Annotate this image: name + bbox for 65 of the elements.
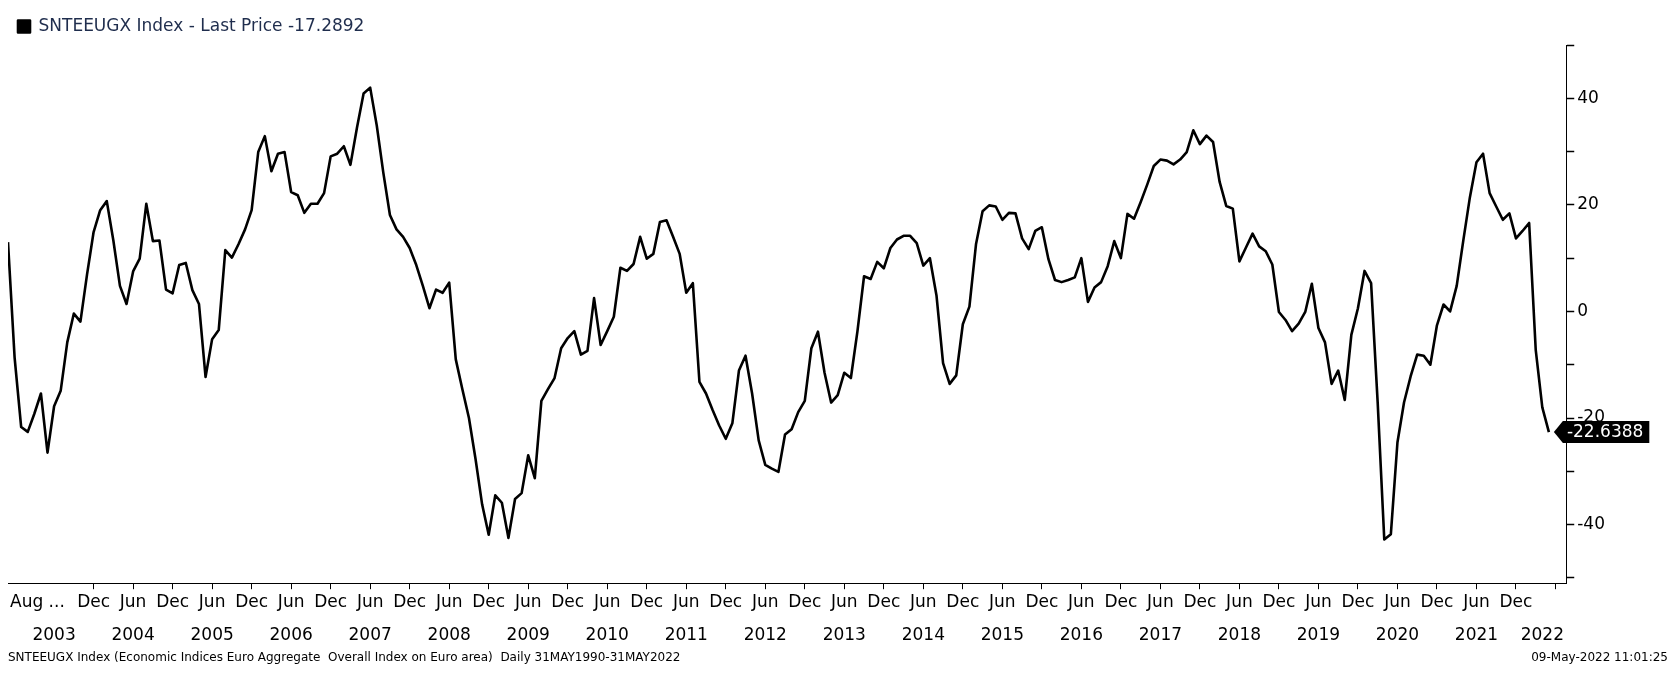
x2-tick-label: 2020 [1375, 624, 1420, 645]
text: SNTEEUGX Index (Economic Indices Euro Aggregate Overall Index on Euro area) Daily 31MAY1990-31MAY2022 [8, 650, 681, 664]
x-tick-label: Dec [156, 590, 190, 611]
x-tick-label: Dec [77, 590, 111, 611]
y-tick-label: 0 [1577, 299, 1589, 320]
x-tick-label: Jun [1462, 590, 1490, 611]
x-tick-label: Dec [1025, 590, 1059, 611]
x-tick-label: Dec [867, 590, 901, 611]
x2-tick-label: 2021 [1454, 624, 1499, 645]
x-tick-label: Dec [1262, 590, 1296, 611]
y-tick-label: -40 [1577, 513, 1606, 534]
x-tick-label: Jun [909, 590, 937, 611]
text: 09-May-2022 11:01:25 [1531, 650, 1668, 664]
x-tick-label: Jun [276, 590, 305, 611]
x2-tick-label: 2007 [348, 624, 392, 645]
x-tick-label: Jun [671, 590, 700, 611]
x2-tick-label: 2015 [980, 624, 1024, 645]
x-tick-label: Jun [830, 590, 858, 611]
x-tick-label: Dec [630, 590, 664, 611]
x-tick-label: Dec [1341, 590, 1375, 611]
x-tick-label: Jun [1146, 590, 1174, 611]
x-tick-label: Dec [235, 590, 269, 611]
x2-tick-label: 2006 [269, 624, 313, 645]
y-tick-label: 40 [1577, 86, 1599, 107]
x2-tick-label: 2010 [585, 624, 629, 645]
x-tick-label: Dec [472, 590, 506, 611]
x2-tick-label: 2005 [190, 624, 234, 645]
x-tick-label: Dec [1420, 590, 1454, 611]
x-tick-label: Jun [1304, 590, 1332, 611]
x-tick-label: Jun [355, 590, 384, 611]
x2-tick-label: 2012 [743, 624, 787, 645]
x-tick-label: Jun [592, 590, 621, 611]
x2-tick-label: 2017 [1138, 624, 1183, 645]
x-tick-label: Dec [709, 590, 743, 611]
x2-tick-label: 2004 [111, 624, 155, 645]
x-tick-label: Dec [1104, 590, 1138, 611]
x-tick-label: Jun [988, 590, 1016, 611]
x2-tick-label: 2018 [1217, 624, 1262, 645]
x-tick-label: Jun [1067, 590, 1095, 611]
x-tick-label: Jun [118, 590, 147, 611]
x-tick-label: Dec [1499, 590, 1533, 611]
x-tick-label: Dec [788, 590, 822, 611]
x-tick-label: Jun [1225, 590, 1253, 611]
text: Aug ... [10, 591, 65, 612]
x-tick-label: Dec [393, 590, 427, 611]
x2-tick-label: 2011 [664, 624, 708, 645]
x2-tick-label: 2008 [427, 624, 471, 645]
x2-tick-label: 2022 [1520, 624, 1564, 645]
x-tick-label: Jun [1383, 590, 1411, 611]
legend-label: SNTEEUGX Index - Last Price -17.2892 [38, 14, 365, 35]
x-tick-label: Jun [197, 590, 226, 611]
y-tick-label: 20 [1577, 193, 1599, 214]
x2-tick-label: 2016 [1059, 624, 1103, 645]
x-tick-label: Jun [751, 590, 779, 611]
x2-tick-label: 2003 [32, 624, 76, 645]
x-tick-label: Dec [1183, 590, 1217, 611]
x-tick-label: Dec [551, 590, 585, 611]
x-tick-label: Jun [513, 590, 542, 611]
x2-tick-label: 2009 [506, 624, 550, 645]
x-tick-label: Dec [314, 590, 348, 611]
x2-tick-label: 2013 [822, 624, 866, 645]
x-tick-label: Jun [434, 590, 463, 611]
x2-tick-label: 2019 [1296, 624, 1341, 645]
x2-tick-label: 2014 [901, 624, 945, 645]
x-tick-label: Dec [946, 590, 980, 611]
